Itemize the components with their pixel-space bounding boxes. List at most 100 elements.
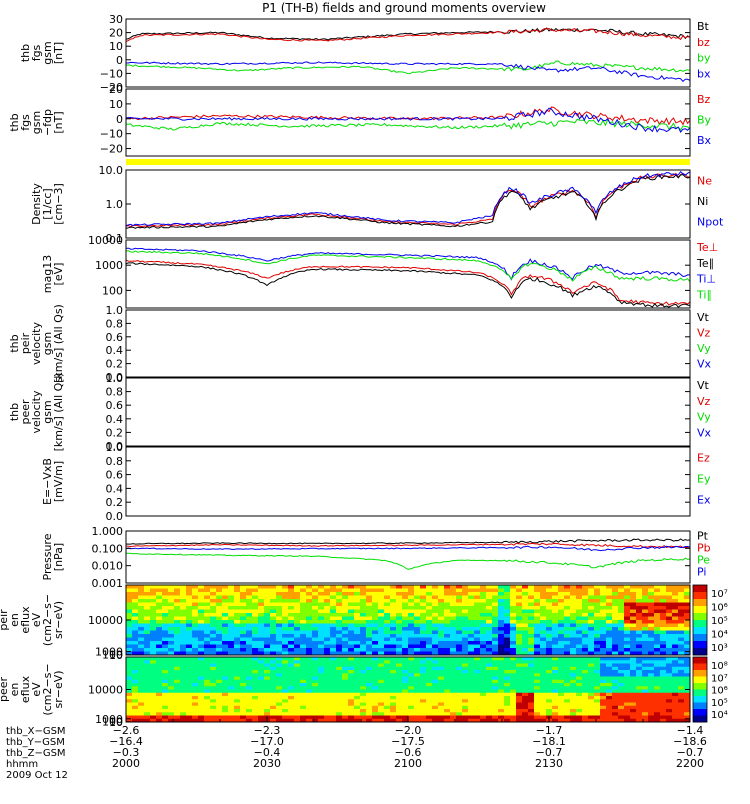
heatmap-cell: [528, 676, 535, 681]
y-tick-label: 0: [116, 54, 123, 67]
heatmap-cell: [204, 630, 211, 635]
heatmap-cell: [252, 696, 259, 700]
y-axis-label-line: [mV/m]: [52, 461, 65, 502]
heatmap-cell: [312, 651, 319, 655]
heatmap-cell: [126, 692, 133, 697]
heatmap-cell: [156, 602, 163, 607]
heatmap-cell: [654, 585, 661, 590]
heatmap-cell: [594, 644, 601, 649]
y-axis-label-line: peir: [19, 332, 32, 354]
heatmap-cell: [612, 644, 619, 649]
heatmap-cell: [540, 657, 547, 661]
heatmap-cell: [456, 709, 463, 713]
y-axis-label-line: sr−eV): [52, 670, 65, 708]
heatmap-cell: [510, 679, 517, 684]
heatmap-cell: [618, 673, 625, 678]
heatmap-cell: [372, 585, 379, 590]
heatmap-cell: [306, 657, 313, 661]
heatmap-cell: [192, 676, 199, 681]
heatmap-cell: [414, 606, 421, 611]
heatmap-cell: [438, 616, 445, 621]
heatmap-cell: [306, 599, 313, 604]
heatmap-cell: [228, 651, 235, 655]
heatmap-cell: [348, 683, 355, 687]
heatmap-cell: [312, 627, 319, 632]
heatmap-cell: [294, 683, 301, 687]
heatmap-cell: [318, 651, 325, 655]
heatmap-cell: [246, 718, 253, 722]
heatmap-cell: [294, 599, 301, 604]
heatmap-cell: [684, 657, 690, 661]
heatmap-cell: [540, 660, 547, 665]
heatmap-cell: [684, 644, 690, 649]
heatmap-cell: [654, 651, 661, 655]
heatmap-cell: [276, 712, 283, 717]
heatmap-cell: [330, 686, 337, 691]
heatmap-cell: [408, 718, 415, 722]
heatmap-cell: [234, 712, 241, 717]
colorbar-step: [693, 696, 707, 703]
heatmap-cell: [534, 679, 541, 684]
heatmap-cell: [300, 660, 307, 665]
heatmap-cell: [684, 592, 690, 597]
heatmap-cell: [204, 689, 211, 694]
heatmap-cell: [402, 666, 409, 671]
heatmap-cell: [336, 689, 343, 694]
heatmap-cell: [660, 630, 667, 635]
heatmap-cell: [516, 689, 523, 694]
heatmap-cell: [144, 644, 151, 649]
heatmap-cell: [582, 613, 589, 618]
heatmap-cell: [498, 630, 505, 635]
heatmap-cell: [654, 718, 661, 722]
heatmap-cell: [312, 616, 319, 621]
heatmap-cell: [204, 670, 211, 674]
heatmap-cell: [192, 602, 199, 607]
heatmap-cell: [132, 676, 139, 681]
heatmap-cell: [612, 599, 619, 604]
heatmap-cell: [246, 692, 253, 697]
heatmap-cell: [600, 609, 607, 614]
heatmap-cell: [414, 712, 421, 717]
heatmap-cell: [516, 627, 523, 632]
heatmap-cell: [522, 627, 529, 632]
heatmap-cell: [666, 715, 673, 720]
heatmap-cell: [198, 673, 205, 678]
heatmap-cell: [438, 712, 445, 717]
heatmap-cell: [408, 630, 415, 635]
heatmap-cell: [666, 606, 673, 611]
heatmap-cell: [174, 630, 181, 635]
heatmap-cell: [480, 606, 487, 611]
heatmap-cell: [498, 588, 505, 593]
y-tick-label: −20: [100, 81, 123, 94]
heatmap-cell: [522, 648, 529, 653]
heatmap-cell: [570, 634, 577, 639]
heatmap-cell: [234, 599, 241, 604]
heatmap-cell: [624, 602, 631, 607]
heatmap-cell: [312, 585, 319, 590]
heatmap-cell: [336, 606, 343, 611]
heatmap-cell: [462, 699, 469, 704]
y-tick-label: 10: [109, 649, 123, 662]
heatmap-cell: [168, 666, 175, 671]
heatmap-cell: [366, 641, 373, 646]
y-tick-label: 0.2: [106, 426, 124, 439]
heatmap-cell: [294, 606, 301, 611]
heatmap-cell: [624, 683, 631, 687]
heatmap-cell: [270, 712, 277, 717]
heatmap-cell: [372, 595, 379, 600]
heatmap-cell: [150, 606, 157, 611]
heatmap-cell: [306, 616, 313, 621]
heatmap-cell: [324, 606, 331, 611]
colorbar-step: [693, 606, 707, 614]
heatmap-cell: [264, 644, 271, 649]
series-lines: [126, 247, 690, 308]
heatmap-cell: [288, 599, 295, 604]
heatmap-cell: [444, 627, 451, 632]
heatmap-cell: [582, 630, 589, 635]
heatmap-cell: [498, 679, 505, 684]
heatmap-cell: [648, 699, 655, 704]
y-axis-label-line: [nPa]: [52, 543, 65, 571]
heatmap-cell: [630, 689, 637, 694]
heatmap-cell: [498, 606, 505, 611]
heatmap-cell: [210, 641, 217, 646]
